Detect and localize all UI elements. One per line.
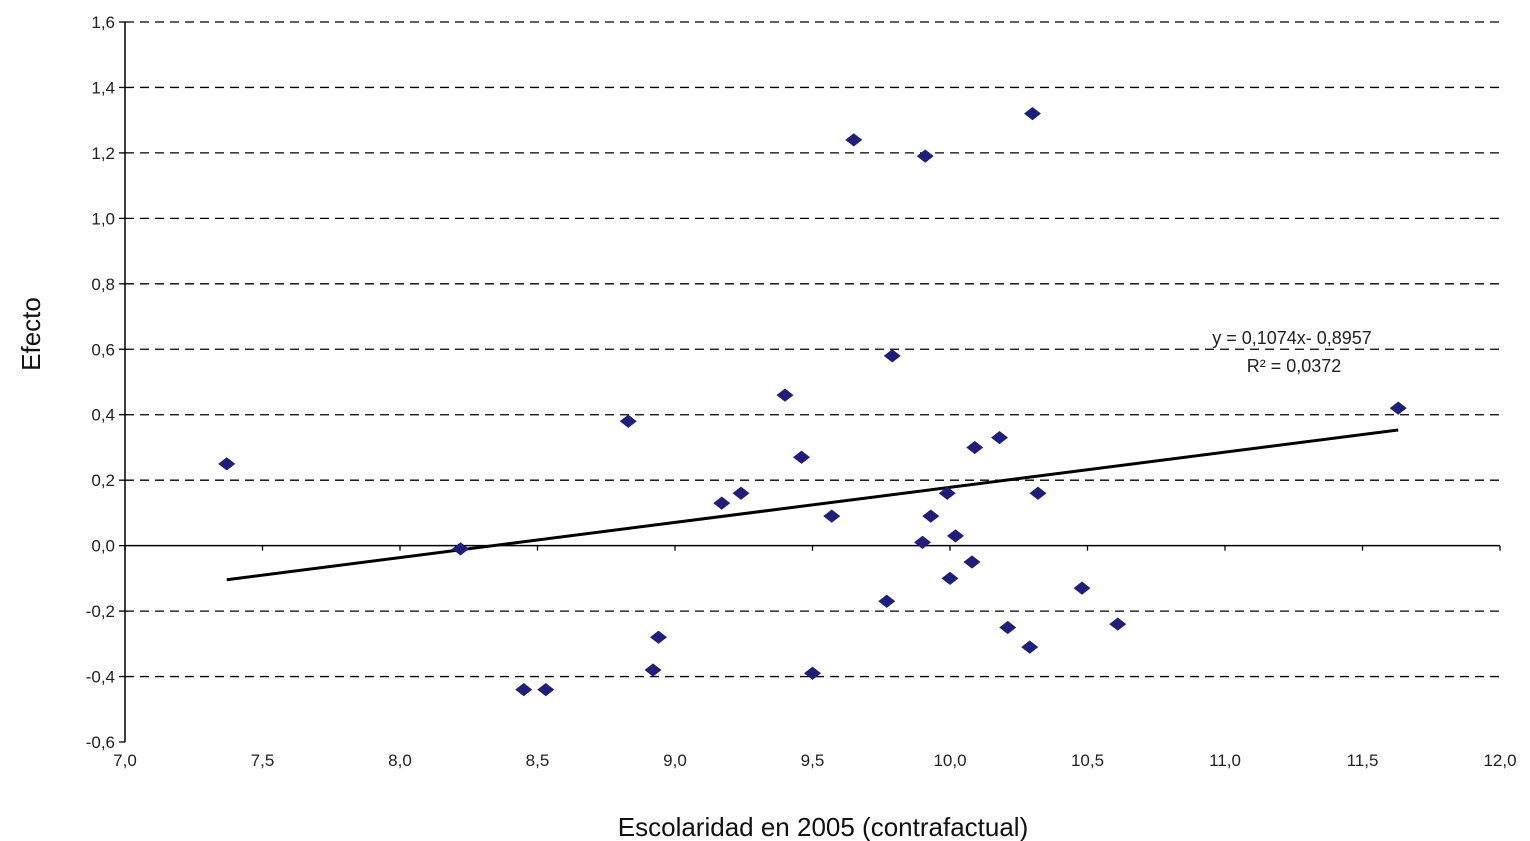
trendline-group bbox=[226, 428, 1399, 582]
y-tick-label: 1,4 bbox=[91, 78, 115, 97]
data-point bbox=[999, 620, 1017, 635]
data-point bbox=[1029, 486, 1047, 500]
y-axis-title: Efecto bbox=[16, 297, 46, 371]
x-axis-title: Escolaridad en 2005 (contrafactual) bbox=[618, 812, 1028, 841]
x-tick-label: 10,0 bbox=[933, 751, 966, 770]
data-point bbox=[922, 509, 940, 523]
data-point bbox=[452, 542, 469, 556]
x-tick-label: 11,5 bbox=[1347, 751, 1379, 770]
y-tick-label: 0,6 bbox=[91, 340, 115, 359]
x-tick-label: 11,0 bbox=[1209, 751, 1241, 770]
y-tick-label: -0,6 bbox=[86, 733, 115, 752]
y-tick-label: 0,4 bbox=[91, 406, 115, 425]
data-point bbox=[938, 486, 956, 500]
x-tick-label: 7,0 bbox=[113, 751, 137, 770]
y-tick-label: -0,2 bbox=[86, 602, 115, 621]
trendline-r-squared: R² = 0,0372 bbox=[1247, 356, 1342, 376]
data-points bbox=[218, 107, 1407, 697]
y-tick-label: 1,6 bbox=[91, 13, 115, 32]
axes bbox=[119, 21, 1501, 743]
x-tick-label: 9,5 bbox=[801, 751, 825, 770]
data-point bbox=[916, 149, 934, 163]
data-point bbox=[991, 431, 1008, 445]
data-point bbox=[1073, 581, 1091, 595]
data-point bbox=[644, 663, 662, 677]
data-point bbox=[947, 529, 964, 543]
data-point bbox=[218, 457, 236, 471]
y-tick-labels: 1,6 1,4 1,2 1,0 0,8 0,6 0,4 0,2 0,0 -0,2 -0,4 -0,6 bbox=[86, 13, 115, 752]
data-point bbox=[823, 509, 841, 523]
data-point bbox=[515, 683, 533, 697]
y-tick-label: 1,0 bbox=[91, 209, 115, 228]
data-point bbox=[776, 388, 794, 402]
y-tick-label: -0,4 bbox=[86, 668, 115, 687]
x-tick-label: 9,0 bbox=[663, 751, 687, 770]
x-tick-label: 8,0 bbox=[388, 751, 412, 770]
data-point bbox=[537, 683, 555, 697]
y-tick-label: 1,2 bbox=[91, 144, 115, 163]
data-point bbox=[941, 571, 959, 585]
data-point bbox=[963, 555, 981, 569]
data-point bbox=[914, 535, 931, 549]
x-tick-labels: 7,0 7,5 8,0 8,5 9,0 9,5 10,0 10,5 11,0 11,5 12,0 bbox=[113, 751, 1516, 770]
data-point bbox=[619, 414, 637, 428]
data-point bbox=[804, 666, 821, 680]
data-point bbox=[713, 496, 731, 510]
data-point bbox=[845, 133, 863, 147]
data-point bbox=[650, 630, 667, 644]
x-tick-label: 8,5 bbox=[526, 751, 550, 770]
trendline-equation: y = 0,1074x- 0,8957 bbox=[1212, 328, 1372, 348]
trendline bbox=[226, 428, 1399, 582]
y-tick-label: 0,2 bbox=[91, 471, 115, 490]
data-point bbox=[793, 450, 810, 464]
y-tick-label: 0,8 bbox=[91, 275, 115, 294]
data-point bbox=[1389, 401, 1407, 415]
x-tick-label: 10,5 bbox=[1071, 751, 1104, 770]
x-tick-label: 7,5 bbox=[251, 751, 275, 770]
gridlines bbox=[125, 21, 1500, 678]
y-tick-label: 0,0 bbox=[91, 537, 115, 556]
data-point bbox=[1021, 640, 1039, 654]
data-point bbox=[1024, 107, 1041, 121]
x-tick-label: 12,0 bbox=[1483, 751, 1516, 770]
data-point bbox=[966, 440, 984, 455]
data-point bbox=[1109, 617, 1127, 631]
data-point bbox=[883, 349, 901, 363]
data-point bbox=[732, 486, 750, 500]
data-point bbox=[878, 594, 896, 608]
